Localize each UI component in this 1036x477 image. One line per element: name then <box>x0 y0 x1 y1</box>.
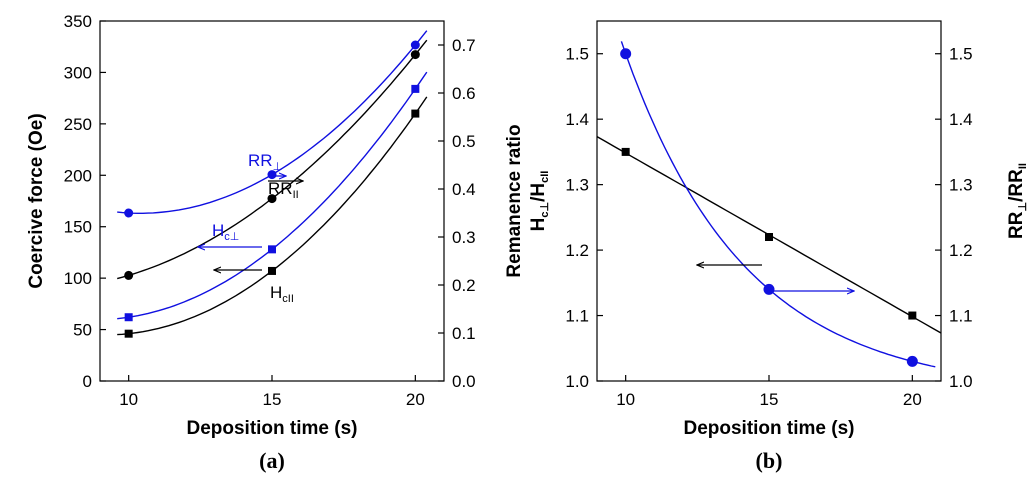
panel-a-caption: (a) <box>259 448 285 473</box>
y2-tick-label: 0.0 <box>452 372 476 391</box>
y-tick-label: 0 <box>83 372 92 391</box>
data-point-square <box>124 313 133 322</box>
data-point-circle <box>124 208 134 218</box>
panel-a-plot-frame <box>99 20 445 382</box>
y-tick-label: 300 <box>64 63 92 82</box>
data-point-circle <box>124 270 134 280</box>
y-tick-label: 1.2 <box>565 241 589 260</box>
label-hc-parallel-sub: cII <box>282 293 294 305</box>
y-tick-label: 1.0 <box>565 372 589 391</box>
y-tick-label: 50 <box>73 321 92 340</box>
svg-text:HcII: HcII <box>270 283 294 305</box>
data-point-circle <box>267 194 277 204</box>
y2-tick-label: 0.4 <box>452 180 476 199</box>
label-rr-perp-sub: ⊥ <box>273 161 283 173</box>
x-tick-label: 15 <box>263 390 282 409</box>
panel-b-x-axis-label: Deposition time (s) <box>683 418 854 439</box>
y2-tick-label: 1.3 <box>949 176 973 195</box>
data-point-circle <box>410 50 420 60</box>
panel-b-y2-axis-label: RR⊥/RRII <box>1006 163 1029 239</box>
panel-a-markers <box>124 40 420 338</box>
y-tick-label: 1.1 <box>565 307 589 326</box>
panel-a: 10 15 200501001502002503003500.00.10.20.30… <box>26 12 525 473</box>
y2-tick-label: 1.4 <box>949 110 973 129</box>
data-point-circle <box>410 40 420 50</box>
y2-tick-label: 1.1 <box>949 307 973 326</box>
x-tick-label: 10 <box>119 390 138 409</box>
panel-b-curves <box>596 41 942 368</box>
annotation-hc-perp: Hc⊥ <box>198 221 262 247</box>
data-point-circle <box>763 283 775 295</box>
label-hc-perp-sub: c⊥ <box>224 231 239 243</box>
label-hc-parallel-main: H <box>270 283 282 302</box>
label-rr-perp-main: RR <box>248 151 273 170</box>
x-tick-label: 20 <box>406 390 425 409</box>
y-tick-label: 350 <box>64 12 92 31</box>
data-point-square <box>124 329 133 338</box>
panel-b: 10 15 20 1.0 1.1 1.2 1.3 1.4 1.5 1.0 1.1 1.2 1.3 1.4 1… <box>528 20 1029 473</box>
y-tick-label: 1.5 <box>565 45 589 64</box>
y2-tick-label: 1.2 <box>949 241 973 260</box>
data-point-square <box>621 147 630 156</box>
y2-tick-label: 1.5 <box>949 45 973 64</box>
svg-text:Hc⊥: Hc⊥ <box>212 221 239 243</box>
series-curve <box>620 41 936 368</box>
y-tick-label: 150 <box>64 218 92 237</box>
data-point-square <box>411 109 420 118</box>
y-tick-label: 200 <box>64 166 92 185</box>
panel-a-x-axis-label: Deposition time (s) <box>186 418 357 439</box>
y2-tick-label: 0.3 <box>452 228 476 247</box>
data-point-square <box>908 311 917 320</box>
label-hc-perp-main: H <box>212 221 224 240</box>
y2-tick-label: 0.7 <box>452 36 476 55</box>
y-tick-label: 100 <box>64 269 92 288</box>
panel-a-ticks: 10 15 200501001502002503003500.00.10.20.30… <box>64 12 476 409</box>
data-point-square <box>765 233 773 241</box>
data-point-square <box>411 84 420 93</box>
y2-tick-label: 0.1 <box>452 324 476 343</box>
label-rr-parallel-sub: II <box>293 189 299 201</box>
svg-text:RR⊥: RR⊥ <box>248 151 282 173</box>
y-tick-label: 250 <box>64 115 92 134</box>
panel-b-markers <box>620 48 918 367</box>
panel-b-caption: (b) <box>756 448 783 473</box>
x-tick-label: 20 <box>903 390 922 409</box>
annotation-hc-parallel: HcII <box>214 270 294 305</box>
label-rr-parallel-main: RR <box>268 179 293 198</box>
y2-tick-label: 0.5 <box>452 132 476 151</box>
y-tick-label: 1.3 <box>565 176 589 195</box>
y2-tick-label: 0.6 <box>452 84 476 103</box>
data-point-square <box>268 245 276 254</box>
x-tick-label: 10 <box>616 390 635 409</box>
y2-tick-label: 1.0 <box>949 372 973 391</box>
panel-b-plot-frame <box>596 20 942 382</box>
data-point-circle <box>906 355 918 367</box>
y2-tick-label: 0.2 <box>452 276 476 295</box>
panel-a-y2-axis-label: Remanence ratio <box>504 124 525 277</box>
y-tick-label: 1.4 <box>565 110 589 129</box>
data-point-circle <box>620 48 632 60</box>
panel-a-y-axis-label: Coercive force (Oe) <box>26 113 47 288</box>
svg-text:RRII: RRII <box>268 179 299 201</box>
data-point-circle <box>267 170 277 180</box>
annotation-rr-parallel: RRII <box>268 179 303 201</box>
panel-b-ticks: 10 15 20 1.0 1.1 1.2 1.3 1.4 1.5 1.0 1.1 1.2 1.3 1.4 1… <box>565 45 972 409</box>
data-point-square <box>268 266 276 275</box>
annotation-rr-perp: RR⊥ <box>248 151 286 176</box>
panel-b-y-axis-label: Hc⊥/HcII <box>528 171 551 232</box>
x-tick-label: 15 <box>760 390 779 409</box>
